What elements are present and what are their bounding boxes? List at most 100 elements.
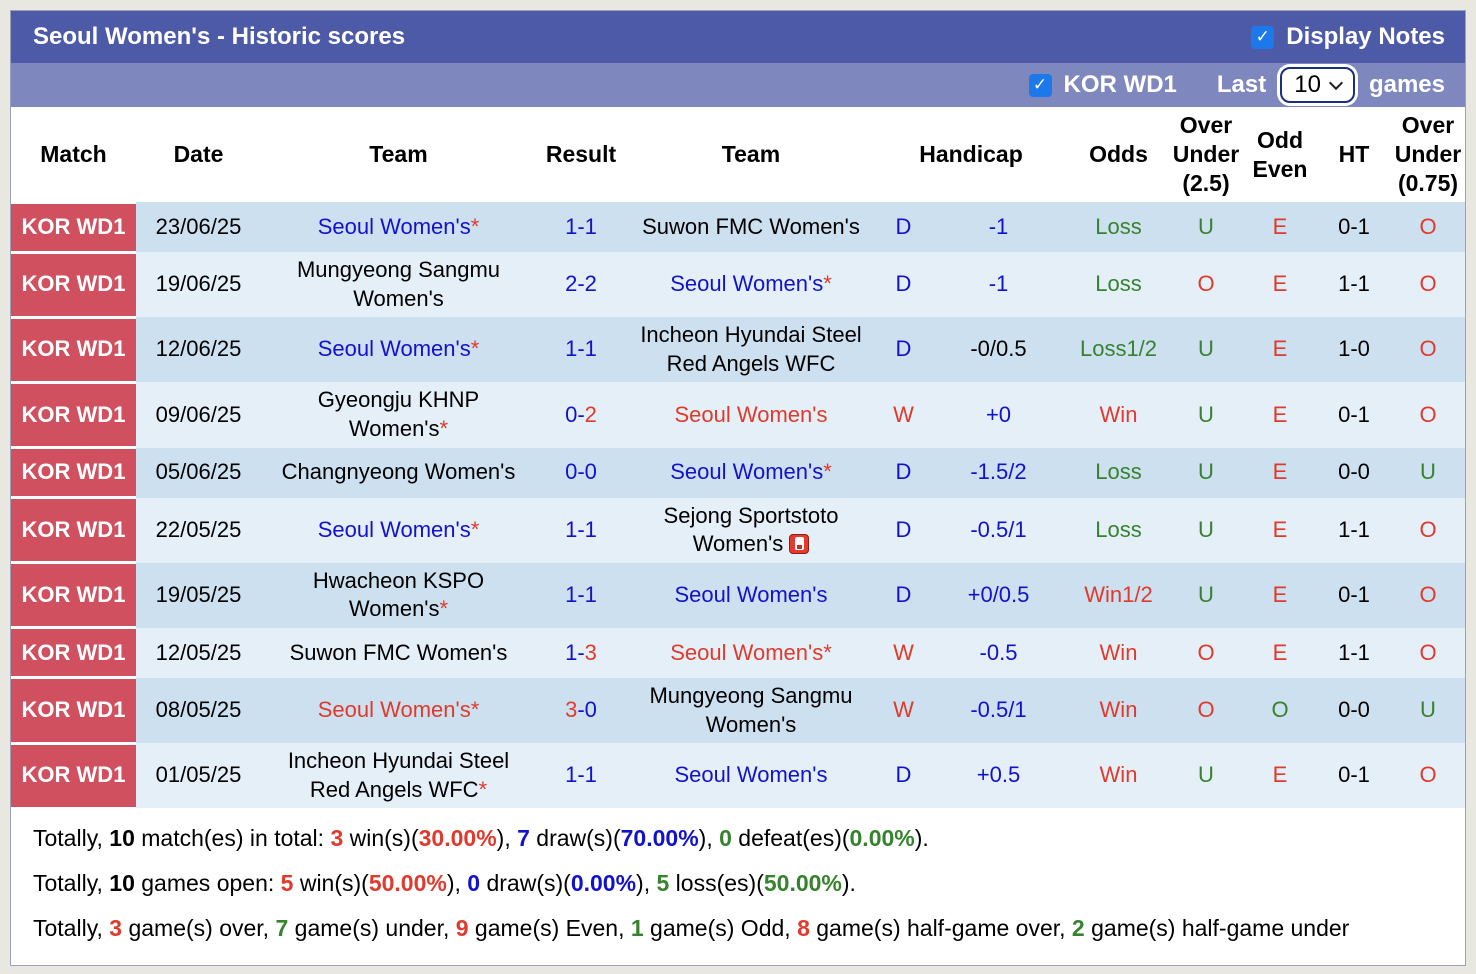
checkbox-checked-icon[interactable]: ✓: [1028, 73, 1052, 97]
dw-cell: D: [895, 459, 912, 485]
match-badge: KOR WD1: [11, 253, 136, 316]
result-segment: 1-1: [565, 762, 597, 788]
match-cell: KOR WD1: [11, 447, 136, 498]
table-row[interactable]: KOR WD1 19/06/25 Mungyeong Sangmu Women'…: [11, 252, 1465, 318]
display-notes-toggle[interactable]: ✓ Display Notes: [1251, 23, 1445, 51]
handicap-cell: -1: [988, 271, 1009, 297]
team1-cell: Gyeongju KHNP Women's*: [261, 382, 536, 447]
summary-segment: defeat(es)(: [731, 825, 850, 852]
summary-segment: game(s) Even,: [468, 915, 631, 942]
odds-cell: Loss: [1095, 459, 1142, 485]
filter-bar: ✓ KOR WD1 Last 10 games: [11, 63, 1465, 107]
table-row[interactable]: KOR WD1 01/05/25 Incheon Hyundai Steel R…: [11, 743, 1465, 809]
team-name: Mungyeong Sangmu Women's: [649, 682, 853, 737]
result-segment: 1-1: [565, 336, 597, 362]
result-segment: -0: [577, 697, 597, 723]
team-name: Incheon Hyundai Steel Red Angels WFC: [287, 748, 510, 802]
team2-cell: Incheon Hyundai Steel Red Angels WFC: [626, 317, 876, 382]
match-badge: KOR WD1: [11, 449, 136, 497]
games-label: games: [1368, 71, 1445, 98]
team2-cell: Seoul Women's*: [626, 266, 876, 303]
team1-cell: Seoul Women's*: [261, 692, 536, 729]
ht-cell: 1-0: [1338, 336, 1370, 362]
handicap-cell: +0.5: [976, 762, 1021, 788]
historic-scores-widget: Seoul Women's - Historic scores ✓ Displa…: [10, 10, 1466, 967]
ou25-cell: O: [1197, 697, 1215, 723]
summary-segment: 10: [109, 870, 135, 897]
display-notes-label: Display Notes: [1286, 23, 1445, 50]
oddeven-cell: E: [1272, 762, 1288, 788]
result-segment: 0-: [565, 401, 585, 427]
ou25-cell: U: [1198, 459, 1214, 485]
team-star: *: [439, 596, 449, 622]
summary-segment: draw(s)(: [529, 825, 621, 852]
date-cell: 23/06/25: [155, 213, 242, 239]
result-cell: 1-1: [536, 331, 626, 368]
team2-cell: Seoul Women's*: [626, 635, 876, 672]
result-cell: 1-3: [536, 635, 626, 672]
team2-cell: Seoul Women's*: [626, 454, 876, 491]
match-badge: KOR WD1: [11, 629, 136, 677]
col-header-handicap: Handicap: [919, 141, 1023, 168]
date-cell: 12/06/25: [155, 336, 242, 362]
team-star: *: [470, 697, 480, 723]
scores-table: Match Date Team Result Team Handicap Odd…: [11, 107, 1465, 809]
summary-segment: 0.00%: [570, 870, 637, 897]
odds-cell: Win: [1099, 762, 1138, 788]
dw-cell: D: [895, 213, 912, 239]
match-badge: KOR WD1: [11, 564, 136, 627]
team1-cell: Seoul Women's*: [261, 331, 536, 368]
result-cell: 0-0: [536, 454, 626, 491]
ou075-cell: O: [1419, 762, 1437, 788]
red-card-icon: [789, 534, 810, 555]
summary-segment: 50.00%: [763, 870, 842, 897]
summary-segment: loss(es)(: [669, 870, 764, 897]
table-row[interactable]: KOR WD1 08/05/25 Seoul Women's* 3-0 Mung…: [11, 677, 1465, 744]
checkbox-checked-icon[interactable]: ✓: [1251, 25, 1275, 49]
result-cell: 0-2: [536, 397, 626, 434]
team1-cell: Seoul Women's*: [261, 512, 536, 549]
table-row[interactable]: KOR WD1 09/06/25 Gyeongju KHNP Women's* …: [11, 382, 1465, 448]
oddeven-cell: E: [1272, 213, 1288, 239]
table-row[interactable]: KOR WD1 23/06/25 Seoul Women's* 1-1 Suwo…: [11, 202, 1465, 252]
table-row[interactable]: KOR WD1 22/05/25 Seoul Women's* 1-1 Sejo…: [11, 497, 1465, 563]
team-star: *: [823, 271, 832, 297]
table-row[interactable]: KOR WD1 12/06/25 Seoul Women's* 1-1 Inch…: [11, 317, 1465, 383]
summary-segment: draw(s)(: [480, 870, 571, 897]
match-badge: KOR WD1: [11, 499, 136, 562]
match-cell: KOR WD1: [11, 252, 136, 318]
table-row[interactable]: KOR WD1 05/06/25 Changnyeong Women's 0-0…: [11, 447, 1465, 498]
ou075-cell: O: [1419, 271, 1437, 297]
summary-segment: ),: [446, 870, 468, 897]
summary-line-1: Totally, 10 match(es) in total: 3 win(s)…: [11, 816, 1465, 861]
table-row[interactable]: KOR WD1 19/05/25 Hwacheon KSPO Women's* …: [11, 562, 1465, 628]
odds-cell: Loss: [1095, 516, 1142, 542]
summary-line-3: Totally, 3 game(s) over, 7 game(s) under…: [11, 906, 1465, 951]
date-cell: 08/05/25: [155, 697, 242, 723]
summary-segment: ),: [636, 870, 657, 897]
result-segment: 1-1: [565, 582, 597, 608]
summary-segment: ),: [698, 825, 720, 852]
col-header-result: Result: [545, 141, 617, 168]
ou075-cell: O: [1419, 639, 1437, 665]
result-segment: 1-1: [565, 516, 597, 542]
handicap-cell: +0/0.5: [967, 582, 1030, 608]
team-name: Changnyeong Women's: [281, 459, 516, 485]
result-cell: 1-1: [536, 209, 626, 246]
summary-line-2: Totally, 10 games open: 5 win(s)(50.00%)…: [11, 861, 1465, 906]
league-toggle[interactable]: ✓ KOR WD1: [1028, 71, 1177, 99]
dw-cell: W: [893, 697, 914, 723]
summary-segment: 8: [797, 915, 810, 942]
games-count-select[interactable]: 10: [1280, 67, 1355, 103]
summary-segment: 5: [280, 870, 294, 897]
ht-cell: 0-1: [1338, 582, 1370, 608]
ou075-cell: O: [1419, 336, 1437, 362]
ht-cell: 0-0: [1338, 697, 1370, 723]
table-row[interactable]: KOR WD1 12/05/25 Suwon FMC Women's 1-3 S…: [11, 627, 1465, 678]
date-cell: 01/05/25: [155, 762, 242, 788]
odds-cell: Win: [1099, 401, 1138, 427]
ht-cell: 1-1: [1338, 516, 1370, 542]
team-name: Suwon FMC Women's: [289, 639, 508, 665]
ou25-cell: O: [1197, 271, 1215, 297]
col-header-odd-even: Odd Even: [1252, 126, 1308, 182]
